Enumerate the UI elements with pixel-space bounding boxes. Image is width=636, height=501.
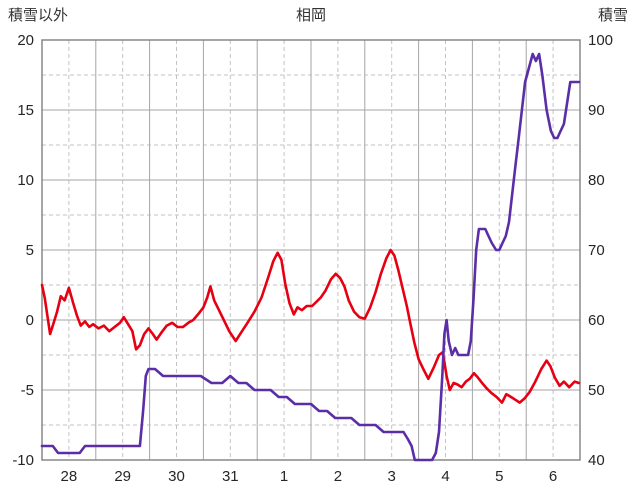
left-axis-tick-label: 15 xyxy=(17,102,34,119)
plot-frame xyxy=(41,39,581,461)
chart-title: 相岡 xyxy=(295,7,326,24)
right-axis-tick-label: 70 xyxy=(588,242,605,259)
x-axis-day-label: 30 xyxy=(168,468,185,485)
x-axis-day-label: 4 xyxy=(441,468,449,485)
x-axis-day-label: 3 xyxy=(388,468,396,485)
left-axis-tick-label: -10 xyxy=(12,452,34,469)
left-axis-tick-label: 20 xyxy=(17,32,34,49)
left-axis-tick-label: 10 xyxy=(17,172,34,189)
left-axis-tick-label: 0 xyxy=(26,312,34,329)
left-axis-tick-label: -5 xyxy=(21,382,34,399)
x-axis-day-label: 29 xyxy=(114,468,131,485)
x-axis-day-label: 5 xyxy=(495,468,503,485)
left-axis-title: 積雪以外 xyxy=(8,7,69,24)
x-axis-day-label: 2 xyxy=(334,468,342,485)
right-axis-tick-label: 80 xyxy=(588,172,605,189)
series-line-purple xyxy=(40,52,581,462)
x-axis-day-label: 28 xyxy=(61,468,78,485)
x-axis-day-label: 31 xyxy=(222,468,239,485)
right-axis-tick-label: 50 xyxy=(588,382,605,399)
x-axis-day-label: 1 xyxy=(280,468,288,485)
right-axis-tick-label: 40 xyxy=(588,452,605,469)
right-axis-tick-label: 60 xyxy=(588,312,605,329)
left-axis-tick-label: 5 xyxy=(26,242,34,259)
right-axis-tick-label: 90 xyxy=(588,102,605,119)
right-axis-tick-label: 100 xyxy=(588,32,613,49)
x-axis-day-label: 6 xyxy=(549,468,557,485)
right-axis-title: 積雪 xyxy=(597,7,628,24)
series-line-red xyxy=(40,248,581,404)
